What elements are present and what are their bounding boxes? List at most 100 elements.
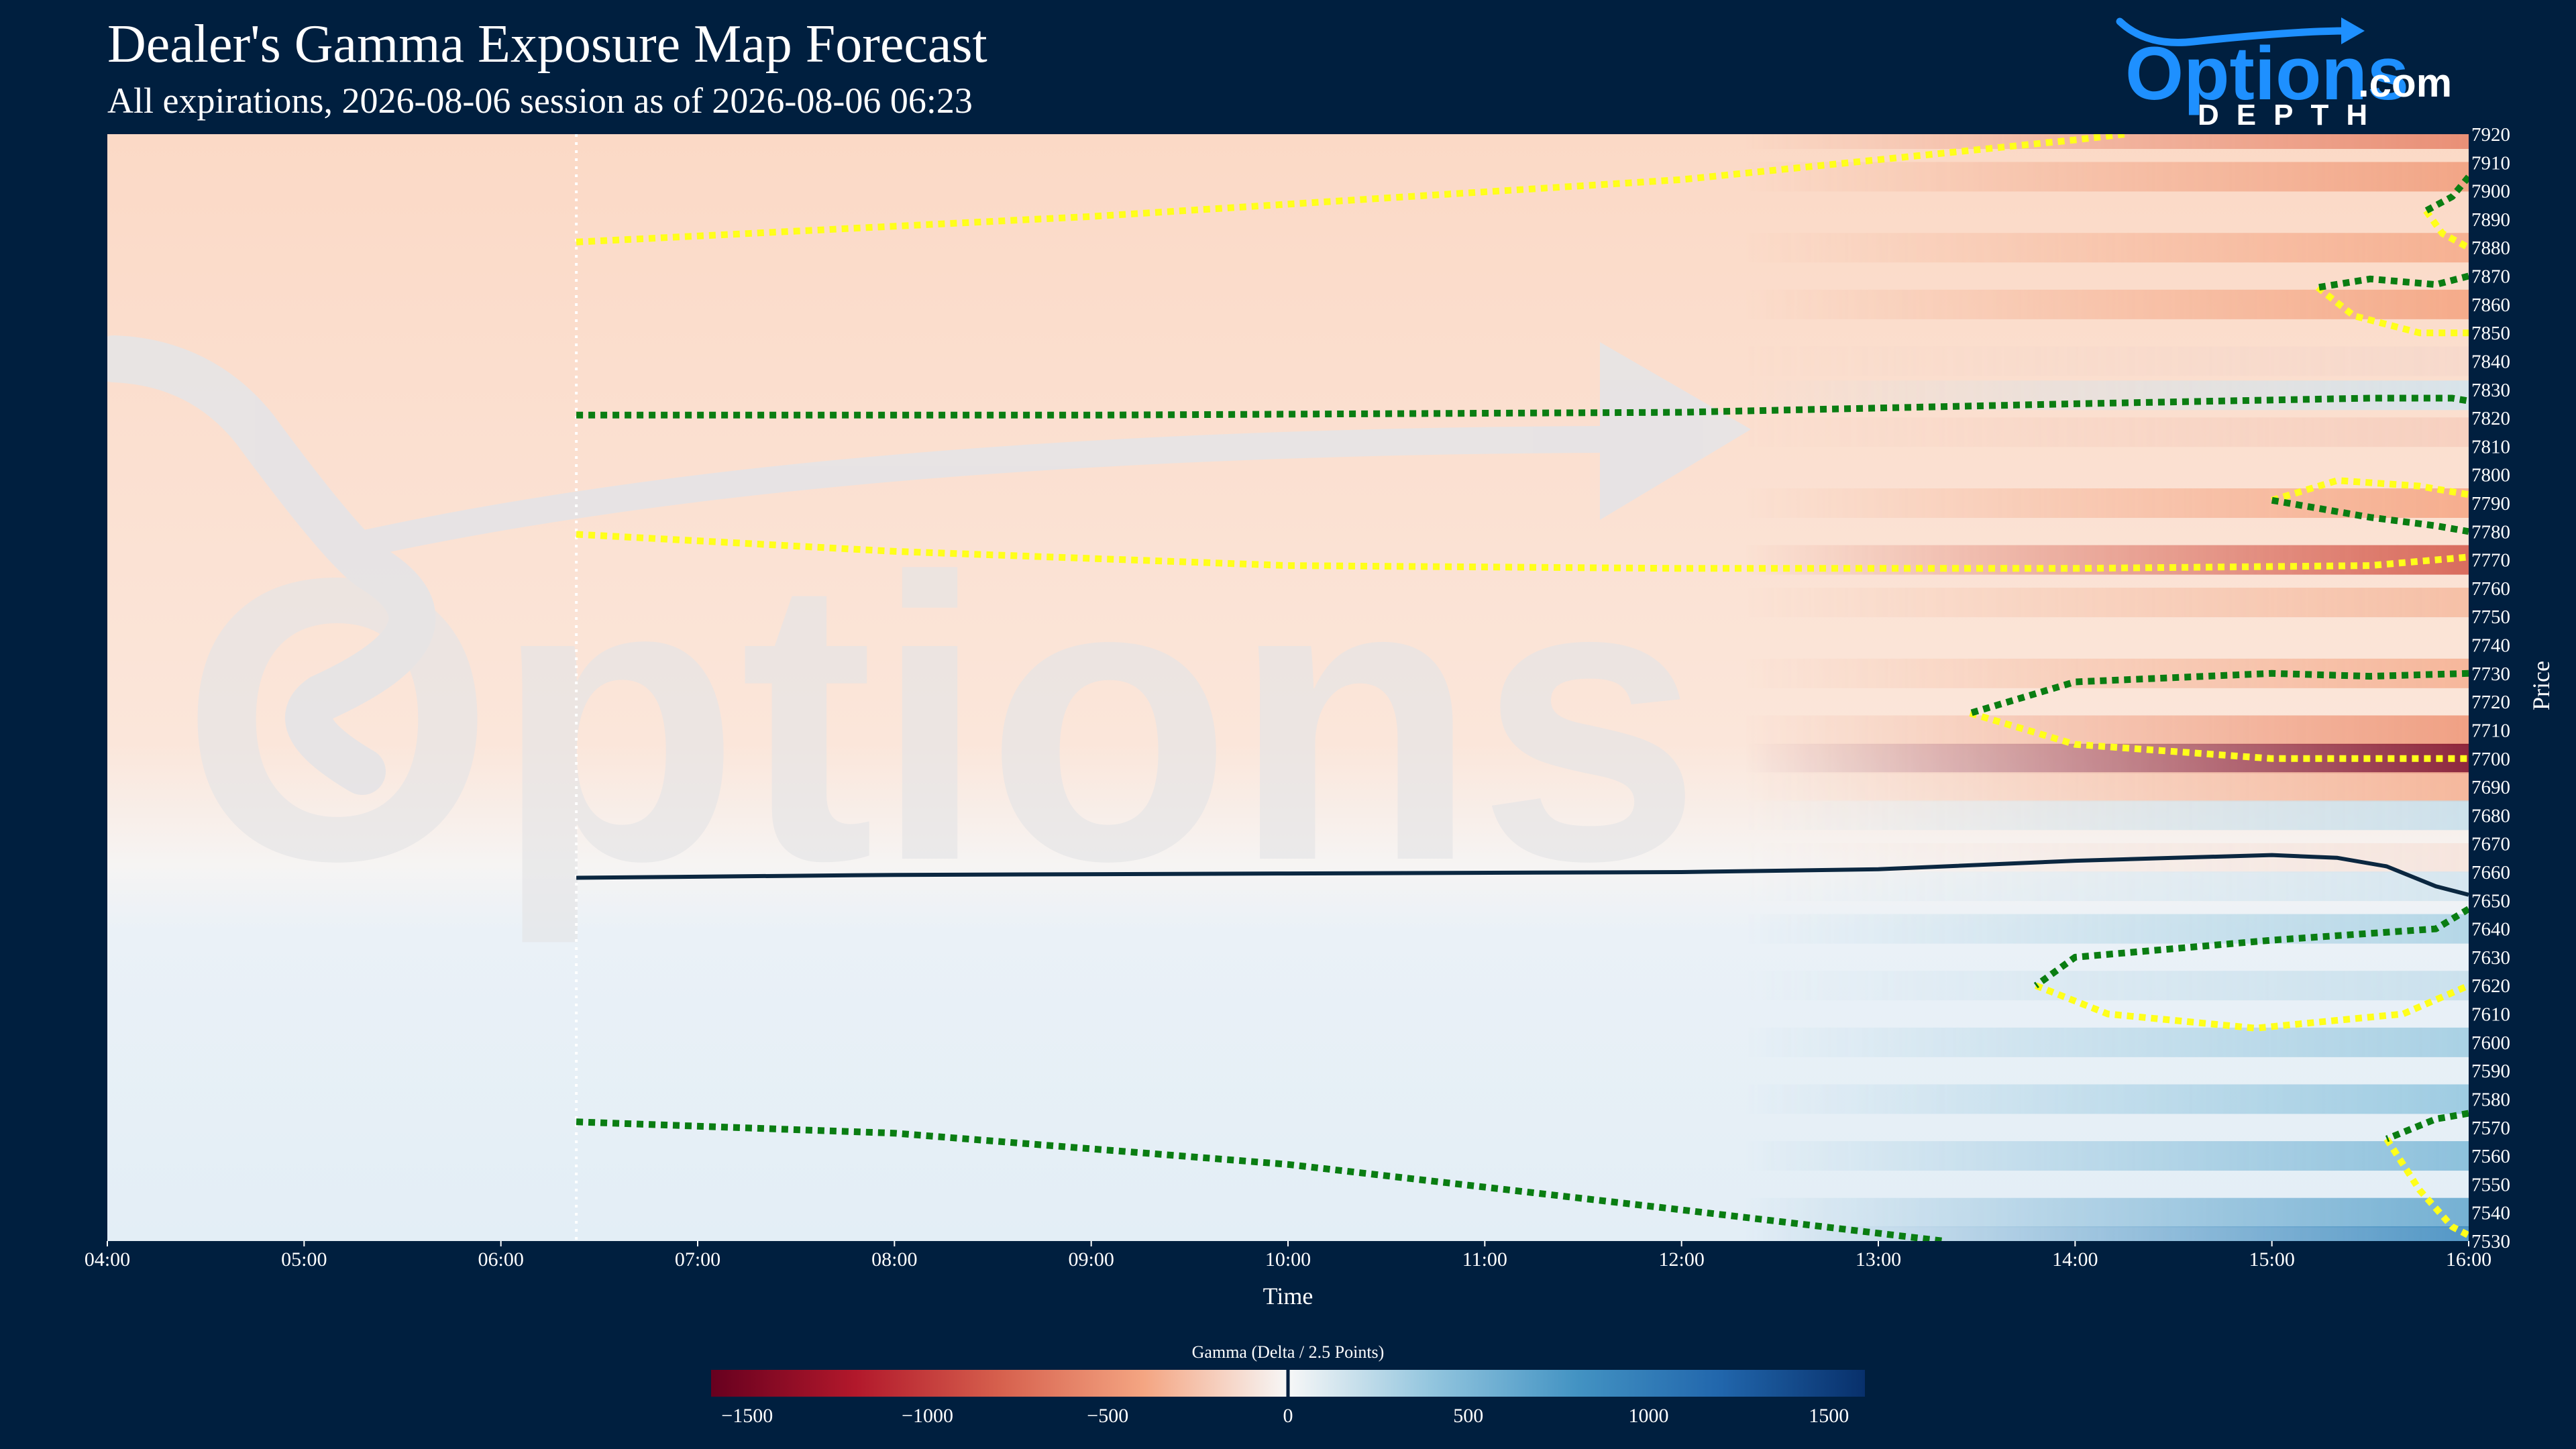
zero-gamma-line bbox=[576, 853, 2469, 897]
chart-title: Dealer's Gamma Exposure Map Forecast bbox=[107, 15, 987, 74]
watermark-arrowhead-icon bbox=[1600, 342, 1751, 520]
y-tick-label: 7710 bbox=[2471, 720, 2510, 741]
x-tick-label: 11:00 bbox=[1462, 1248, 1507, 1271]
y-tick-label: 7610 bbox=[2471, 1004, 2510, 1026]
heatmap-band bbox=[107, 1027, 2469, 1057]
heatmap-band bbox=[107, 971, 2469, 1001]
x-tick-label: 06:00 bbox=[478, 1248, 523, 1271]
yellow-dotted-line bbox=[2423, 209, 2469, 251]
y-tick-label: 7650 bbox=[2471, 890, 2510, 912]
heatmap-band bbox=[107, 914, 2469, 944]
y-tick-label: 7730 bbox=[2471, 663, 2510, 685]
y-tick-label: 7570 bbox=[2471, 1118, 2510, 1139]
x-axis: 04:00 05:00 06:00 07:00 08:00 09:00 10:00 11:00… bbox=[85, 1241, 2491, 1271]
y-tick-label: 7620 bbox=[2471, 975, 2510, 997]
watermark-text: Options bbox=[181, 495, 1701, 947]
x-tick-label: 16:00 bbox=[2446, 1248, 2491, 1271]
yellow-dotted-line bbox=[576, 531, 2469, 572]
y-tick-label: 7830 bbox=[2471, 380, 2510, 401]
y-tick-label: 7670 bbox=[2471, 834, 2510, 855]
y-tick-label: 7740 bbox=[2471, 635, 2510, 657]
heatmap-band bbox=[107, 658, 2469, 688]
y-tick-label: 7880 bbox=[2471, 237, 2510, 259]
y-tick-label: 7660 bbox=[2471, 862, 2510, 883]
y-tick-label: 7680 bbox=[2471, 805, 2510, 826]
green-dotted-line bbox=[2317, 272, 2469, 291]
y-tick-label: 7700 bbox=[2471, 749, 2510, 770]
x-tick-label: 07:00 bbox=[675, 1248, 720, 1271]
green-dotted-line bbox=[2424, 174, 2469, 214]
y-tick-label: 7920 bbox=[2471, 124, 2510, 146]
y-tick-label: 7900 bbox=[2471, 181, 2510, 203]
heatmap-band bbox=[107, 743, 2469, 773]
y-tick-label: 7530 bbox=[2471, 1231, 2510, 1252]
heatmap-band bbox=[107, 843, 2469, 873]
yellow-dotted-line bbox=[2316, 284, 2469, 337]
heatmap-band bbox=[107, 1197, 2469, 1228]
colorbar-tick-label: −1000 bbox=[902, 1405, 953, 1427]
green-dotted-line bbox=[576, 1118, 1945, 1241]
x-tick-label: 12:00 bbox=[1658, 1248, 1704, 1271]
heatmap-band bbox=[107, 233, 2469, 263]
colorbar-tick-label: 1500 bbox=[1809, 1405, 1849, 1427]
green-dotted-line bbox=[1969, 669, 2469, 716]
y-tick-label: 7600 bbox=[2471, 1032, 2510, 1054]
series-layer bbox=[575, 134, 2469, 1241]
y-axis-label: Price bbox=[2528, 661, 2555, 710]
heatmap-band bbox=[107, 1084, 2469, 1114]
colorbar-tick-label: 500 bbox=[1453, 1405, 1483, 1427]
heatmap-band bbox=[107, 162, 2469, 192]
watermark-arrow-icon bbox=[332, 426, 1604, 564]
y-tick-label: 7770 bbox=[2471, 550, 2510, 572]
y-tick-label: 7870 bbox=[2471, 266, 2510, 288]
x-tick-label: 04:00 bbox=[85, 1248, 130, 1271]
colorbar-label: Gamma (Delta / 2.5 Points) bbox=[1192, 1342, 1385, 1362]
y-tick-label: 7850 bbox=[2471, 323, 2510, 344]
green-dotted-line bbox=[2271, 496, 2469, 535]
yellow-dotted-line bbox=[2271, 477, 2469, 504]
y-tick-label: 7580 bbox=[2471, 1089, 2510, 1110]
x-axis-label: Time bbox=[1263, 1283, 1313, 1309]
heatmap-band bbox=[107, 346, 2469, 376]
green-dotted-line bbox=[2033, 906, 2469, 989]
y-axis: 7530 7540 7550 7560 7570 7580 7590 7600 7610 7620… bbox=[2471, 124, 2510, 1252]
x-tick-label: 10:00 bbox=[1265, 1248, 1311, 1271]
green-dotted-line bbox=[576, 394, 2469, 419]
heatmap-band bbox=[107, 772, 2469, 802]
y-tick-label: 7720 bbox=[2471, 692, 2510, 713]
yellow-dotted-line bbox=[1969, 710, 2469, 762]
heatmap-band bbox=[107, 588, 2469, 618]
logo-word-suffix: .com bbox=[2358, 60, 2452, 105]
brand-logo: Options .com DEPTH bbox=[2116, 17, 2452, 131]
yellow-dotted-line bbox=[2034, 982, 2469, 1032]
logo-word-sub: DEPTH bbox=[2198, 99, 2385, 131]
y-tick-label: 7820 bbox=[2471, 408, 2510, 429]
y-tick-label: 7640 bbox=[2471, 919, 2510, 941]
y-tick-label: 7780 bbox=[2471, 521, 2510, 543]
y-tick-label: 7630 bbox=[2471, 947, 2510, 969]
colorbar-ticks: −1500 −1000 −500 0 500 1000 1500 bbox=[721, 1368, 1849, 1427]
x-tick-label: 05:00 bbox=[281, 1248, 327, 1271]
y-tick-label: 7790 bbox=[2471, 493, 2510, 515]
watermark-swoosh-icon bbox=[107, 335, 436, 795]
y-tick-label: 7810 bbox=[2471, 436, 2510, 458]
heatmap-band bbox=[107, 871, 2469, 902]
colorbar-tick-label: 1000 bbox=[1629, 1405, 1669, 1427]
y-tick-label: 7840 bbox=[2471, 351, 2510, 372]
y-tick-label: 7860 bbox=[2471, 294, 2510, 316]
heatmap-band bbox=[107, 289, 2469, 319]
yellow-dotted-line bbox=[2383, 1136, 2469, 1238]
y-tick-label: 7560 bbox=[2471, 1146, 2510, 1167]
x-tick-label: 15:00 bbox=[2249, 1248, 2294, 1271]
y-tick-label: 7590 bbox=[2471, 1061, 2510, 1082]
heatmap-band bbox=[107, 134, 2469, 149]
x-tick-label: 14:00 bbox=[2052, 1248, 2098, 1271]
y-tick-label: 7540 bbox=[2471, 1203, 2510, 1224]
y-tick-label: 7690 bbox=[2471, 777, 2510, 798]
colorbar-tick-label: −500 bbox=[1087, 1405, 1128, 1427]
logo-word-main: Options bbox=[2125, 32, 2409, 115]
colorbar: Gamma (Delta / 2.5 Points) −1500 −1000 −50… bbox=[711, 1342, 1865, 1427]
x-tick-label: 09:00 bbox=[1068, 1248, 1114, 1271]
x-tick-label: 08:00 bbox=[871, 1248, 917, 1271]
